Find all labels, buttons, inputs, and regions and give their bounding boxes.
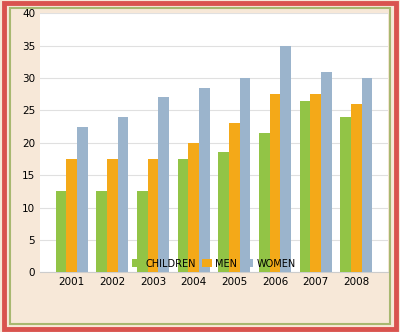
Bar bbox=[158, 98, 169, 272]
Bar bbox=[310, 94, 321, 272]
Bar bbox=[340, 117, 351, 272]
Bar bbox=[300, 101, 310, 272]
Bar bbox=[66, 159, 77, 272]
Bar bbox=[56, 191, 66, 272]
Bar bbox=[240, 78, 250, 272]
Bar bbox=[178, 159, 188, 272]
Bar bbox=[77, 126, 88, 272]
Bar bbox=[229, 124, 240, 272]
Bar bbox=[218, 152, 229, 272]
Bar bbox=[321, 71, 332, 272]
Bar bbox=[362, 78, 372, 272]
Bar bbox=[188, 143, 199, 272]
Bar bbox=[199, 88, 210, 272]
Bar bbox=[107, 159, 118, 272]
Bar bbox=[118, 117, 128, 272]
Bar bbox=[259, 133, 270, 272]
Legend: CHILDREN, MEN, WOMEN: CHILDREN, MEN, WOMEN bbox=[128, 255, 300, 273]
Bar bbox=[137, 191, 148, 272]
Bar bbox=[270, 94, 280, 272]
Bar bbox=[148, 159, 158, 272]
Bar bbox=[280, 46, 291, 272]
Bar bbox=[96, 191, 107, 272]
Bar bbox=[351, 104, 362, 272]
